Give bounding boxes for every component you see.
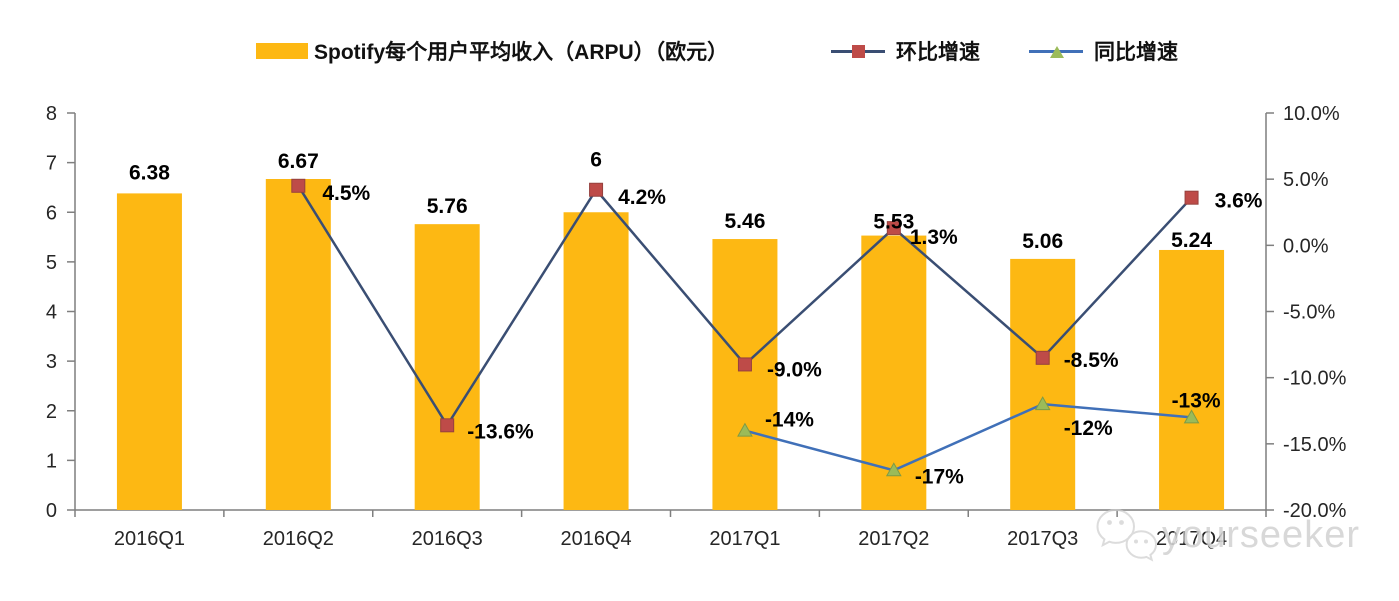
yoy-value-label-2017q1: -14% [765, 409, 814, 432]
right-axis-tick-label: -20.0% [1283, 500, 1347, 522]
left-axis-tick-label: 5 [46, 252, 57, 274]
right-axis-tick-label: 0.0% [1283, 235, 1329, 257]
bar-2016q2 [265, 179, 331, 510]
left-axis-tick-label: 6 [46, 202, 57, 224]
bar-2017q1 [712, 239, 778, 511]
qoq-value-label-2017q2: 1.3% [910, 226, 958, 249]
qoq-marker-2017q3 [1035, 350, 1050, 365]
bar-2016q3 [414, 224, 480, 510]
legend-item-qoq: 环比增速 [831, 39, 980, 64]
left-axis-tick-label: 4 [46, 302, 57, 324]
yoy-growth-line [744, 402, 1192, 472]
left-axis-tick-label: 3 [46, 351, 57, 373]
legend-label-qoq: 环比增速 [896, 41, 980, 64]
yoy-marker-2017q1 [737, 422, 753, 437]
yoy-line-sample [1029, 45, 1083, 58]
qoq-value-label-2016q4: 4.2% [618, 186, 666, 209]
qoq-marker-2017q2 [886, 221, 901, 236]
x-axis-label-2017q4: 2017Q4 [1156, 528, 1227, 550]
yoy-marker-2017q3 [1034, 396, 1051, 411]
bar-2017q3 [1010, 258, 1076, 510]
qoq-marker-2017q1 [737, 357, 752, 372]
x-axis-label-2016q2: 2016Q2 [263, 528, 334, 550]
qoq-marker-2016q3 [440, 418, 455, 433]
bar-series-swatch [256, 43, 308, 59]
legend-label-yoy: 同比增速 [1094, 41, 1178, 64]
right-axis-tick-label: -5.0% [1283, 302, 1335, 324]
bar-value-label-2017q3: 5.06 [1022, 230, 1063, 253]
x-axis-label-2017q2: 2017Q2 [858, 528, 929, 550]
x-axis-label-2016q1: 2016Q1 [114, 528, 185, 550]
qoq-value-label-2016q3: -13.6% [467, 420, 534, 443]
right-axis-tick-label: -10.0% [1283, 368, 1347, 390]
yoy-value-label-2017q2: -17% [915, 465, 964, 488]
qoq-marker-2016q4 [589, 182, 604, 197]
qoq-square-marker-icon [852, 44, 865, 58]
legend-item-arpu-bar: Spotify每个用户平均收入（ARPU）（欧元） [256, 39, 729, 64]
bar-value-label-2016q2: 6.67 [278, 150, 319, 173]
left-axis-tick-label: 1 [46, 450, 57, 472]
left-axis-tick-label: 7 [46, 153, 57, 175]
yoy-triangle-marker-icon [1050, 45, 1064, 58]
watermark: yourseeker [1096, 506, 1360, 564]
wechat-icon [1096, 508, 1158, 562]
qoq-line-sample [831, 44, 885, 58]
bar-2016q4 [563, 212, 629, 510]
left-axis-tick-label: 8 [46, 103, 57, 125]
bar-value-label-2016q4: 6 [590, 148, 602, 171]
qoq-value-label-2017q1: -9.0% [767, 358, 822, 381]
yoy-value-label-2017q4: -13% [1172, 389, 1221, 412]
x-axis-label-2017q1: 2017Q1 [709, 528, 780, 550]
bar-2017q4 [1159, 249, 1225, 510]
right-axis-tick-label: -15.0% [1283, 434, 1347, 456]
qoq-value-label-2017q3: -8.5% [1064, 349, 1119, 372]
watermark-text: yourseeker [1162, 513, 1360, 556]
x-axis-label-2017q3: 2017Q3 [1007, 528, 1078, 550]
qoq-marker-2016q2 [291, 178, 306, 193]
right-axis-tick-label: 10.0% [1283, 103, 1340, 125]
bar-value-label-2016q1: 6.38 [129, 161, 170, 184]
qoq-value-label-2017q4: 3.6% [1215, 190, 1263, 213]
bar-value-label-2017q4: 5.24 [1171, 229, 1212, 252]
yoy-marker-2017q2 [885, 462, 902, 477]
legend-item-yoy: 同比增速 [1029, 39, 1178, 64]
left-axis-tick-label: 2 [46, 401, 57, 423]
yoy-marker-2017q4 [1183, 409, 1200, 424]
legend-label-arpu: Spotify每个用户平均收入（ARPU）（欧元） [314, 41, 729, 64]
x-axis-label-2016q4: 2016Q4 [560, 528, 631, 550]
right-axis-tick-label: 5.0% [1283, 169, 1329, 191]
x-axis-label-2016q3: 2016Q3 [412, 528, 483, 550]
left-axis-tick-label: 0 [46, 500, 57, 522]
bar-value-label-2017q1: 5.46 [725, 210, 766, 233]
qoq-marker-2017q4 [1184, 190, 1199, 205]
yoy-value-label-2017q3: -12% [1064, 417, 1113, 440]
bar-2016q1 [116, 193, 182, 510]
bar-value-label-2017q2: 5.53 [873, 211, 914, 234]
qoq-value-label-2016q2: 4.5% [322, 182, 370, 205]
bar-value-label-2016q3: 5.76 [427, 195, 468, 218]
